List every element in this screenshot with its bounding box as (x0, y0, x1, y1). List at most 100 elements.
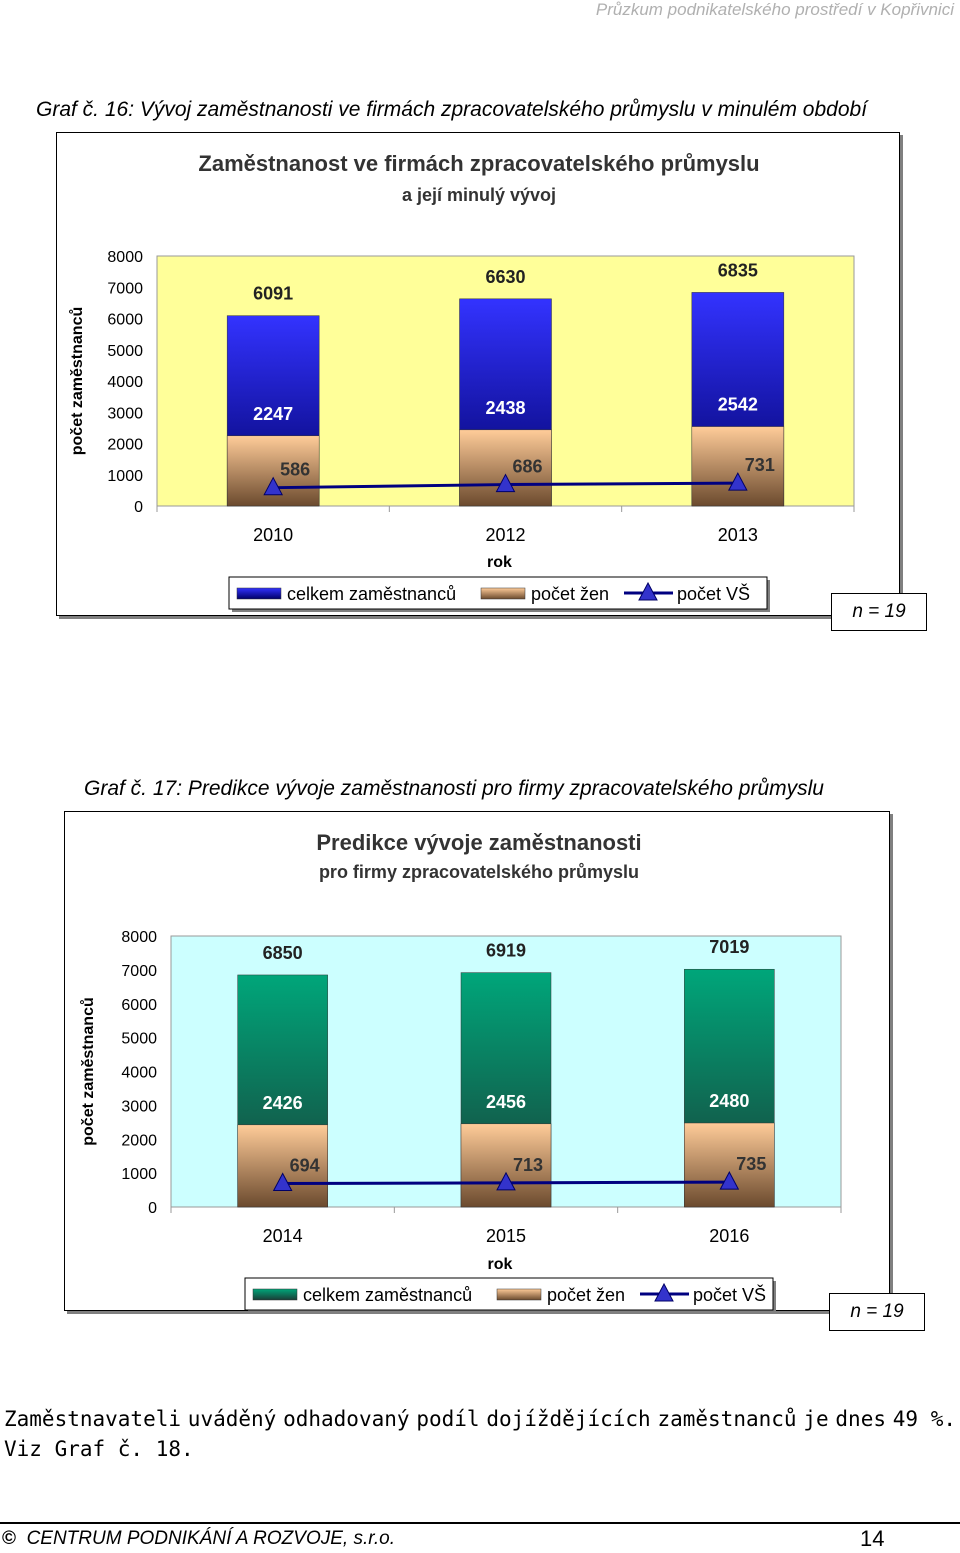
y-axis-label: počet zaměstnanců (80, 997, 97, 1145)
legend-swatch-vs-marker (654, 1282, 674, 1302)
marker-vs (496, 1171, 516, 1191)
graf17-chart: Predikce vývoje zaměstnanosti pro firmy z… (80, 830, 842, 1312)
y-tick-label: 7000 (107, 280, 143, 297)
y-tick-label: 4000 (107, 374, 143, 391)
y-tick-label: 1000 (107, 468, 143, 485)
graf16-n-box: n = 19 (831, 593, 927, 631)
bar-zeny (237, 1124, 328, 1208)
bar-zeny (460, 1123, 552, 1208)
data-label-celkem: 6850 (263, 943, 303, 963)
x-axis-label: rok (488, 1256, 513, 1273)
chart-title: Predikce vývoje zaměstnanosti (316, 830, 641, 855)
body-word: zaměstnanců (657, 1407, 797, 1431)
data-label-vs: 686 (512, 457, 542, 477)
chart-subtitle: pro firmy zpracovatelského průmyslu (319, 862, 639, 882)
x-tick-label: 2010 (253, 525, 293, 545)
legend-label-zeny: počet žen (531, 584, 609, 604)
y-tick-label: 6000 (107, 312, 143, 329)
bar-zeny (691, 426, 785, 507)
legend: celkem zaměstnanců počet žen počet VŠ (228, 576, 770, 612)
body-word: 49 %. (892, 1407, 956, 1431)
footer-divider (0, 1522, 960, 1524)
x-tick-label: 2015 (486, 1226, 526, 1246)
y-tick-label: 0 (148, 1200, 157, 1217)
running-header: Průzkum podnikatelského prostředí v Kopř… (595, 0, 954, 19)
x-tick-label: 2016 (709, 1226, 749, 1246)
footer-company: © CENTRUM PODNIKÁNÍ A ROZVOJE, s.r.o. (2, 1528, 395, 1550)
y-axis-label: počet zaměstnanců (69, 307, 86, 455)
data-label-vs: 694 (290, 1155, 320, 1175)
y-tick-label: 3000 (107, 405, 143, 422)
data-label-vs: 735 (736, 1154, 766, 1174)
y-tick-label: 8000 (107, 249, 143, 266)
copyright-symbol: © (2, 1528, 16, 1549)
graf17-caption: Graf č. 17: Predikce vývoje zaměstnanost… (84, 777, 824, 800)
graf17-n-box: n = 19 (829, 1293, 925, 1331)
y-tick-label: 5000 (121, 1031, 157, 1048)
y-tick-label: 3000 (121, 1098, 157, 1115)
marker-vs (263, 476, 283, 496)
body-word: dojíždějících (486, 1407, 651, 1431)
data-label-celkem: 6835 (718, 260, 758, 280)
body-word: dnes (835, 1407, 886, 1431)
page-number: 14 (860, 1526, 885, 1551)
data-label-vs: 731 (745, 455, 775, 475)
x-tick-label: 2013 (718, 525, 758, 545)
marker-vs (719, 1171, 740, 1190)
legend-swatch-celkem (236, 587, 282, 600)
y-tick-label: 6000 (121, 997, 157, 1014)
footer-company-name: CENTRUM PODNIKÁNÍ A ROZVOJE, s.r.o. (26, 1528, 395, 1549)
chart-title: Zaměstnanost ve firmách zpracovatelského… (198, 151, 759, 176)
legend-label-celkem: celkem zaměstnanců (303, 1285, 472, 1305)
y-tick-label: 1000 (121, 1166, 157, 1183)
graf16-chart-frame: Zaměstnanost ve firmách zpracovatelského… (56, 132, 900, 616)
body-word: uváděný (187, 1407, 277, 1431)
legend-label-celkem: celkem zaměstnanců (287, 584, 456, 604)
marker-vs (728, 472, 748, 491)
legend-swatch-vs-marker (638, 581, 658, 601)
x-axis-label: rok (487, 554, 512, 571)
body-word: odhadovaný (283, 1407, 410, 1431)
legend-label-zeny: počet žen (547, 1285, 625, 1305)
data-label-zeny: 2542 (718, 395, 758, 415)
y-tick-label: 8000 (121, 929, 157, 946)
data-label-zeny: 2247 (253, 404, 293, 424)
legend-swatch-celkem (252, 1288, 298, 1301)
legend-swatch-zeny (496, 1288, 542, 1301)
body-word: podíl (416, 1407, 480, 1431)
legend: celkem zaměstnanců počet žen počet VŠ (244, 1277, 776, 1312)
body-paragraph-line1: Zaměstnavateli uváděný odhadovaný podíl dojí… (4, 1404, 956, 1434)
x-tick-label: 2014 (263, 1226, 303, 1246)
body-word: Zaměstnavateli (4, 1407, 182, 1431)
marker-vs (272, 1172, 293, 1191)
graf17-chart-frame: Predikce vývoje zaměstnanosti pro firmy z… (64, 811, 890, 1312)
data-label-zeny: 2438 (485, 398, 525, 418)
legend-label-vs: počet VŠ (693, 1284, 766, 1305)
bar-zeny (459, 429, 552, 507)
marker-vs (495, 473, 516, 493)
body-paragraph-line2: Viz Graf č. 18. (4, 1437, 194, 1461)
data-label-celkem: 6091 (253, 284, 293, 304)
bar-zeny (684, 1122, 775, 1208)
y-tick-label: 0 (134, 499, 143, 516)
legend-label-vs: počet VŠ (677, 583, 750, 604)
data-label-celkem: 6919 (486, 941, 526, 961)
graf16-chart: Zaměstnanost ve firmách zpracovatelského… (69, 151, 855, 612)
data-label-zeny: 2426 (263, 1093, 303, 1113)
y-tick-label: 2000 (107, 437, 143, 454)
data-label-zeny: 2480 (709, 1091, 749, 1111)
data-label-vs: 586 (280, 460, 310, 480)
y-tick-label: 5000 (107, 343, 143, 360)
data-label-zeny: 2456 (486, 1092, 526, 1112)
chart-subtitle: a její minulý vývoj (402, 185, 556, 205)
data-label-vs: 713 (513, 1155, 543, 1175)
body-paragraph: Zaměstnavateli uváděný odhadovaný podíl dojí… (4, 1404, 956, 1464)
y-tick-label: 7000 (121, 963, 157, 980)
legend-swatch-zeny (480, 587, 526, 600)
data-label-celkem: 7019 (709, 937, 749, 957)
graf16-caption: Graf č. 16: Vývoj zaměstnanosti ve firmá… (36, 98, 868, 121)
y-tick-label: 2000 (121, 1132, 157, 1149)
x-tick-label: 2012 (485, 525, 525, 545)
y-tick-label: 4000 (121, 1065, 157, 1082)
data-label-celkem: 6630 (485, 267, 525, 287)
